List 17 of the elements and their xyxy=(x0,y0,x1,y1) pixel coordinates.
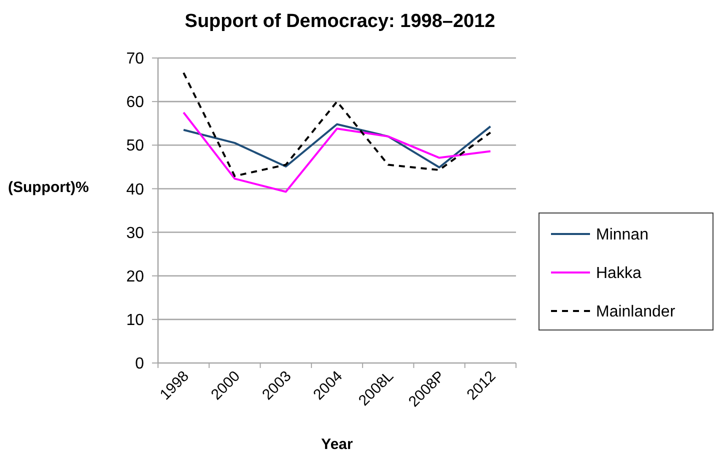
y-axis-title: (Support)% xyxy=(8,179,89,196)
chart-title: Support of Democracy: 1998–2012 xyxy=(184,11,496,32)
y-tick-label: 70 xyxy=(126,50,144,68)
y-tick-label: 10 xyxy=(126,312,144,330)
y-tick-label: 20 xyxy=(126,268,144,286)
y-tick-label: 60 xyxy=(126,94,144,112)
legend-label: Hakka xyxy=(596,265,642,282)
y-tick-label: 30 xyxy=(126,224,144,242)
legend-label: Mainlander xyxy=(596,304,676,321)
line-series xyxy=(182,111,492,193)
line-series xyxy=(182,123,492,168)
line-series xyxy=(182,72,492,178)
legend-label: Minnan xyxy=(596,226,648,244)
y-tick-label: 40 xyxy=(126,181,144,198)
y-tick-label: 50 xyxy=(126,138,144,155)
x-axis-title: Year xyxy=(321,436,354,452)
y-tick-label: 0 xyxy=(135,356,144,373)
